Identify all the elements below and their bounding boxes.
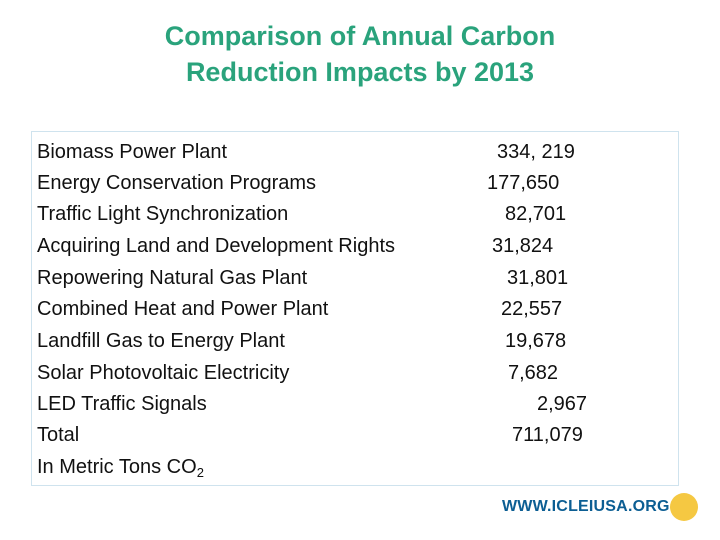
row-label: Solar Photovoltaic Electricity (37, 362, 290, 384)
row-value: 7,682 (508, 362, 559, 384)
row-label: Acquiring Land and Development Rights (37, 235, 395, 257)
row-label: Traffic Light Synchronization (37, 203, 289, 225)
table-row: Acquiring Land and Development Rights 31… (32, 230, 678, 262)
units-note-text: In Metric Tons CO (37, 456, 197, 478)
row-value: 82,701 (505, 203, 567, 225)
row-label: Energy Conservation Programs (37, 172, 317, 194)
sun-logo-icon (670, 493, 698, 521)
page-title: Comparison of Annual Carbon Reduction Im… (0, 18, 720, 90)
title-line-1: Comparison of Annual Carbon (164, 21, 556, 51)
table-row: LED Traffic Signals 2,967 (32, 388, 678, 420)
row-value: 2,967 (537, 393, 588, 415)
table-row: Biomass Power Plant 334, 219 (32, 136, 678, 168)
total-label: Total (37, 424, 80, 446)
footer-url: WWW.ICLEIUSA.ORG (502, 498, 670, 515)
row-value: 22,557 (501, 298, 563, 320)
row-label: Landfill Gas to Energy Plant (37, 330, 285, 352)
units-note: In Metric Tons CO2 (37, 451, 204, 483)
units-note-subscript: 2 (196, 465, 204, 480)
total-value: 711,079 (512, 424, 583, 446)
total-row: Total 711,079 (32, 419, 678, 451)
table-row: Solar Photovoltaic Electricity 7,682 (32, 357, 678, 389)
row-label: Combined Heat and Power Plant (37, 298, 329, 320)
row-value: 177,650 (487, 172, 560, 194)
table-row: Energy Conservation Programs 177,650 (32, 167, 678, 199)
row-label: Biomass Power Plant (37, 141, 228, 163)
row-value: 31,801 (507, 267, 569, 289)
table-row: Traffic Light Synchronization 82,701 (32, 198, 678, 230)
title-line-2: Reduction Impacts by 2013 (185, 57, 535, 87)
row-value: 334, 219 (497, 141, 575, 163)
row-value: 19,678 (505, 330, 567, 352)
table-row: Combined Heat and Power Plant 22,557 (32, 293, 678, 325)
row-value: 31,824 (492, 235, 554, 257)
impacts-table: Biomass Power Plant 334, 219 Energy Cons… (31, 131, 679, 486)
table-row: Repowering Natural Gas Plant 31,801 (32, 262, 678, 294)
row-label: Repowering Natural Gas Plant (37, 267, 308, 289)
row-label: LED Traffic Signals (37, 393, 207, 415)
table-row: Landfill Gas to Energy Plant 19,678 (32, 325, 678, 357)
